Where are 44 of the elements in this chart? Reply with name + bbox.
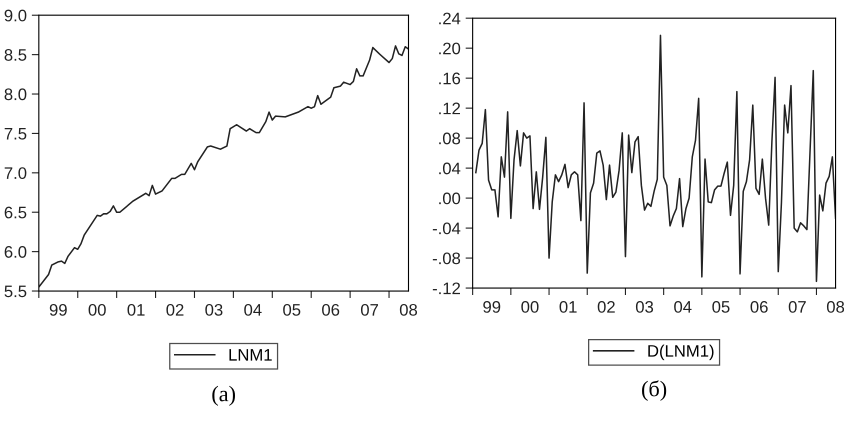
y-tick-label: .00 (439, 192, 460, 204)
x-tick-label: 08 (400, 304, 418, 316)
y-tick-label: .04 (439, 162, 460, 174)
x-tick-label: 05 (283, 304, 300, 316)
x-tick-label: 01 (560, 301, 577, 313)
x-tick-label: 99 (483, 301, 500, 313)
x-tick-label: 04 (674, 301, 692, 313)
y-tick-label: 5.5 (4, 286, 26, 298)
x-tick-label: 04 (244, 304, 262, 316)
y-tick-label: 8.5 (4, 49, 26, 61)
y-tick-label: 6.5 (4, 206, 26, 218)
x-tick-label: 05 (712, 301, 730, 313)
y-tick-label: 8.0 (4, 88, 26, 100)
legend-label: D(LNM1) (648, 344, 714, 360)
y-tick-label: .16 (439, 72, 460, 84)
y-tick-label: .12 (439, 102, 460, 114)
x-tick-label: 03 (205, 304, 222, 316)
legend-label: LNM1 (229, 349, 272, 361)
x-tick-label: 06 (750, 301, 768, 313)
x-tick-label: 00 (521, 301, 539, 313)
y-tick-label: 6.0 (4, 246, 26, 258)
line-series (475, 34, 836, 282)
y-tick-label: -.08 (432, 252, 460, 264)
y-tick-label: 7.5 (4, 128, 26, 140)
text: (a) (212, 386, 236, 406)
y-tick-label: .20 (439, 42, 460, 54)
y-tick-label: -.12 (432, 282, 460, 294)
x-tick-label: 00 (88, 304, 106, 316)
x-tick-label: 02 (598, 301, 615, 313)
x-tick-label: 06 (322, 304, 340, 316)
y-tick-label: .24 (439, 12, 460, 24)
x-tick-label: 07 (360, 304, 378, 316)
line-series (38, 45, 408, 288)
x-tick-label: 08 (826, 301, 844, 313)
x-tick-label: 02 (166, 304, 184, 316)
y-tick-label: -.04 (432, 222, 460, 234)
x-tick-label: 99 (50, 304, 67, 316)
x-tick-label: 01 (127, 304, 145, 316)
y-tick-label: 9.0 (4, 10, 26, 22)
y-tick-label: .08 (439, 132, 460, 144)
x-tick-label: 03 (636, 301, 654, 313)
y-tick-label: 7.0 (4, 167, 26, 180)
text: (б) (642, 380, 666, 401)
x-tick-label: 07 (788, 301, 806, 313)
